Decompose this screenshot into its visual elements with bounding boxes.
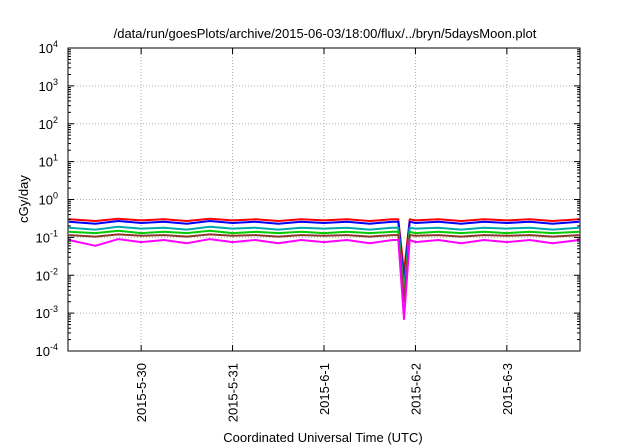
series-line-6	[68, 238, 580, 320]
y-axis-label: cGy/day	[16, 175, 31, 223]
y-tick-label: 101	[39, 153, 58, 170]
y-tick-label: 10-3	[36, 304, 58, 321]
x-axis-label: Coordinated Universal Time (UTC)	[223, 430, 422, 445]
y-tick-label: 10-4	[36, 342, 58, 359]
series-line-2	[68, 220, 580, 285]
series-line-3	[68, 225, 580, 292]
y-tick-label: 102	[39, 115, 58, 132]
x-tick-label: 2015-6-3	[500, 363, 515, 415]
x-tick-label: 2015-5-31	[226, 363, 241, 422]
y-tick-label: 103	[39, 77, 58, 94]
y-tick-label: 104	[39, 39, 58, 56]
series-line-1	[68, 217, 580, 274]
chart-title: /data/run/goesPlots/archive/2015-06-03/1…	[114, 26, 537, 41]
y-tick-label: 10-2	[36, 266, 58, 283]
x-tick-label: 2015-6-2	[408, 363, 423, 415]
series-line-5	[68, 233, 580, 303]
x-tick-label: 2015-5-30	[134, 363, 149, 422]
y-axis: 10-4 10-3 10-2 10-1 100 101 102 103 104	[36, 39, 580, 359]
x-tick-label: 2015-6-1	[317, 363, 332, 415]
y-tick-label: 100	[39, 191, 58, 208]
x-axis: 2015-5-30 2015-5-31 2015-6-1 2015-6-2 2015-6…	[134, 48, 515, 422]
y-tick-label: 10-1	[36, 228, 58, 245]
series-group	[68, 217, 580, 320]
series-line-4	[68, 229, 580, 297]
grid	[68, 48, 580, 351]
